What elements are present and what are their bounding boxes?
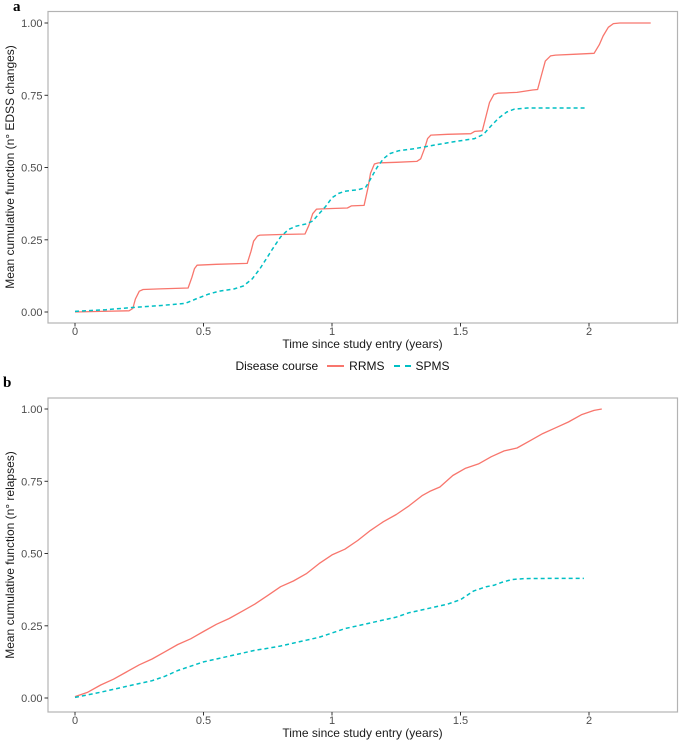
x-tick-label: 1.5	[453, 326, 468, 338]
y-tick-label: 0.75	[21, 90, 42, 102]
y-tick-label: 0.75	[21, 476, 42, 488]
panel-b-ticks: 0 0.5 1 1.5 2 0.00 0.25 0.50 0.75 1.00	[21, 404, 592, 727]
x-tick-label: 0	[72, 715, 78, 727]
panel-b-border	[47, 397, 679, 713]
y-tick-label: 1.00	[21, 18, 42, 30]
panel-a-border	[47, 10, 679, 324]
legend-item-rrms: RRMS	[327, 359, 385, 373]
legend-item-spms: SPMS	[393, 359, 450, 373]
y-tick-label: 1.00	[21, 404, 42, 416]
x-tick-label: 0.5	[196, 715, 211, 727]
x-tick-label: 0.5	[196, 326, 211, 338]
series-line-spms-panel-a	[74, 107, 587, 313]
panel-a-label: a	[13, 0, 21, 15]
spms-dashed-line-sample	[393, 365, 411, 367]
x-tick-label: 1	[329, 326, 335, 338]
panel-b-y-axis-title: Mean cumulative function (n° relapses)	[3, 451, 17, 659]
panel-a-x-axis-title: Time since study entry (years)	[282, 337, 442, 351]
legend-label-rrms: RRMS	[349, 359, 385, 373]
y-tick-label: 0.25	[21, 235, 42, 247]
legend-label-spms: SPMS	[415, 359, 450, 373]
x-tick-label: 2	[586, 326, 592, 338]
y-tick-label: 0.00	[21, 307, 42, 319]
panel-a-series	[74, 22, 651, 313]
series-line-rrms-panel-a	[74, 22, 651, 313]
y-tick-label: 0.00	[21, 693, 42, 705]
y-tick-label: 0.50	[21, 549, 42, 561]
series-line-spms-panel-b	[74, 577, 584, 699]
panel-a-ticks: 0 0.5 1 1.5 2 0.00 0.25 0.50 0.75 1.00	[21, 18, 592, 338]
x-tick-label: 1	[329, 715, 335, 727]
x-tick-label: 0	[72, 326, 78, 338]
legend: Disease course RRMS SPMS	[0, 357, 685, 375]
x-tick-label: 2	[586, 715, 592, 727]
y-tick-label: 0.25	[21, 621, 42, 633]
panel-b-series	[74, 408, 602, 699]
panel-b-label: b	[3, 375, 12, 391]
series-line-rrms-panel-b	[74, 408, 602, 698]
legend-title: Disease course	[235, 359, 319, 373]
y-tick-label: 0.50	[21, 163, 42, 175]
panel-a-y-axis-title: Mean cumulative function (n° EDSS change…	[3, 45, 17, 289]
rrms-solid-line-sample	[327, 365, 345, 367]
x-tick-label: 1.5	[453, 715, 468, 727]
panel-b-x-axis-title: Time since study entry (years)	[282, 726, 442, 740]
